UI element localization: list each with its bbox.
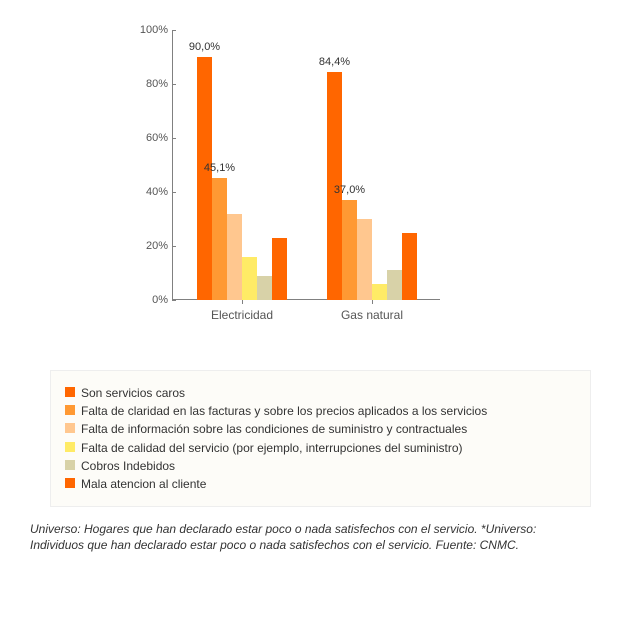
legend-label: Mala atencion al cliente xyxy=(81,476,206,492)
x-tick xyxy=(372,300,373,304)
bar-value-label: 45,1% xyxy=(204,162,235,174)
bar xyxy=(402,233,417,301)
bar xyxy=(342,200,357,300)
bar xyxy=(257,276,272,300)
legend-label: Falta de calidad del servicio (por ejemp… xyxy=(81,440,463,456)
legend-item: Son servicios caros xyxy=(65,385,576,401)
legend-item: Cobros Indebidos xyxy=(65,458,576,474)
legend-swatch xyxy=(65,442,75,452)
legend-label: Son servicios caros xyxy=(81,385,185,401)
bar-value-label: 37,0% xyxy=(334,184,365,196)
bar-value-label: 90,0% xyxy=(189,41,220,53)
bar xyxy=(197,57,212,300)
y-tick: 80% xyxy=(130,78,168,90)
legend-swatch xyxy=(65,460,75,470)
legend-label: Falta de claridad en las facturas y sobr… xyxy=(81,403,487,419)
legend-label: Cobros Indebidos xyxy=(81,458,175,474)
y-tick: 0% xyxy=(130,294,168,306)
legend-swatch xyxy=(65,387,75,397)
y-tick: 20% xyxy=(130,240,168,252)
legend-swatch xyxy=(65,405,75,415)
bar xyxy=(357,219,372,300)
legend-label: Falta de información sobre las condicion… xyxy=(81,421,467,437)
bar-value-label: 84,4% xyxy=(319,56,350,68)
bar xyxy=(242,257,257,300)
legend-swatch xyxy=(65,423,75,433)
legend-item: Falta de claridad en las facturas y sobr… xyxy=(65,403,576,419)
bar-chart: 90,0%45,1%84,4%37,0% 0%20%40%60%80%100%E… xyxy=(130,30,440,330)
y-tick: 100% xyxy=(130,24,168,36)
category-label: Gas natural xyxy=(341,308,403,322)
bar xyxy=(212,178,227,300)
x-tick xyxy=(242,300,243,304)
chart-container: 90,0%45,1%84,4%37,0% 0%20%40%60%80%100%E… xyxy=(130,30,440,330)
bar xyxy=(227,214,242,300)
bar xyxy=(387,270,402,300)
legend-swatch xyxy=(65,478,75,488)
bar xyxy=(272,238,287,300)
legend: Son servicios caros Falta de claridad en … xyxy=(50,370,591,507)
bar xyxy=(372,284,387,300)
legend-item: Falta de calidad del servicio (por ejemp… xyxy=(65,440,576,456)
y-tick: 60% xyxy=(130,132,168,144)
plot-area: 90,0% 45,1% 84,4% 37,0% xyxy=(172,30,440,300)
page: 90,0% 45,1% 84,4% 37,0% 0% 20% 40% 60% 80% 100% E… xyxy=(0,0,621,564)
legend-item: Falta de información sobre las condicion… xyxy=(65,421,576,437)
caption: Universo: Hogares que han declarado esta… xyxy=(30,521,591,553)
category-label: Electricidad xyxy=(211,308,273,322)
legend-item: Mala atencion al cliente xyxy=(65,476,576,492)
y-tick: 40% xyxy=(130,186,168,198)
